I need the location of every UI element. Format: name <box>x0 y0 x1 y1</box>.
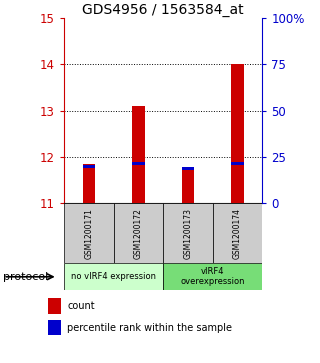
Text: percentile rank within the sample: percentile rank within the sample <box>67 323 232 333</box>
Bar <box>132 106 145 203</box>
Bar <box>231 162 244 165</box>
Bar <box>83 165 95 168</box>
Text: protocol: protocol <box>3 272 48 282</box>
Bar <box>48 320 61 335</box>
Text: GSM1200172: GSM1200172 <box>134 208 143 259</box>
Bar <box>132 162 145 165</box>
Bar <box>182 168 194 203</box>
Text: GSM1200173: GSM1200173 <box>183 208 193 259</box>
Bar <box>231 65 244 203</box>
Text: GSM1200171: GSM1200171 <box>84 208 93 259</box>
Bar <box>114 203 163 263</box>
Bar <box>64 203 114 263</box>
Bar <box>48 298 61 314</box>
Text: no vIRF4 expression: no vIRF4 expression <box>71 272 156 281</box>
Text: vIRF4
overexpression: vIRF4 overexpression <box>180 267 245 286</box>
Title: GDS4956 / 1563584_at: GDS4956 / 1563584_at <box>82 3 244 17</box>
Bar <box>213 203 262 263</box>
Text: count: count <box>67 301 95 311</box>
Bar <box>182 167 194 170</box>
Bar <box>64 263 163 290</box>
Bar <box>163 203 213 263</box>
Bar <box>163 263 262 290</box>
Text: GSM1200174: GSM1200174 <box>233 208 242 259</box>
Bar <box>83 164 95 203</box>
